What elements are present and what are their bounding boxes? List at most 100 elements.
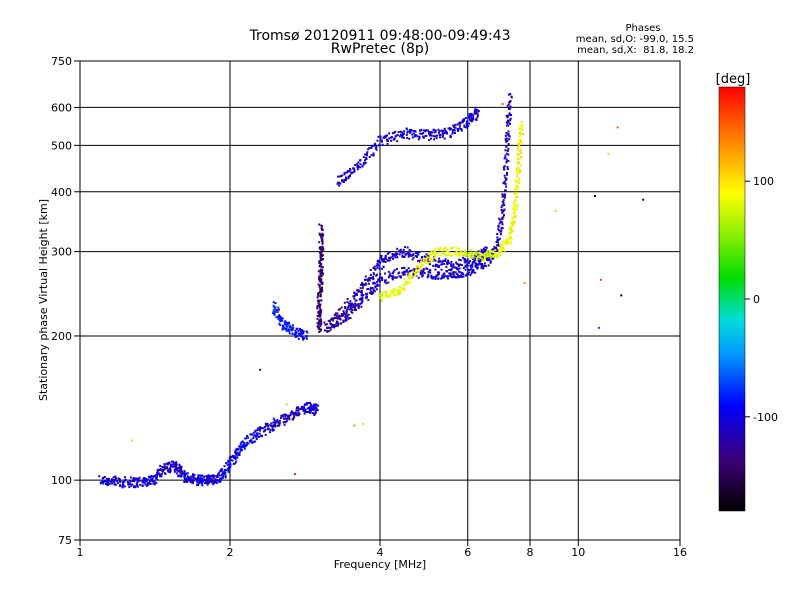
echo-point bbox=[368, 147, 371, 150]
echo-point bbox=[481, 267, 484, 269]
echo-point bbox=[192, 481, 194, 484]
echo-point bbox=[298, 408, 301, 411]
echo-point bbox=[169, 467, 172, 469]
echo-point bbox=[297, 337, 300, 340]
echo-point bbox=[204, 481, 207, 484]
echo-point bbox=[463, 118, 466, 121]
echo-point bbox=[173, 468, 176, 471]
echo-point bbox=[212, 481, 215, 484]
echo-point bbox=[212, 483, 215, 486]
echo-point bbox=[432, 264, 435, 267]
echo-point bbox=[325, 329, 328, 332]
echo-point bbox=[514, 188, 517, 191]
echo-point bbox=[390, 291, 393, 294]
echo-point bbox=[347, 170, 350, 172]
echo-point bbox=[381, 296, 384, 299]
echo-point bbox=[153, 475, 156, 477]
echo-point bbox=[392, 293, 395, 296]
echo-point bbox=[433, 250, 436, 252]
echo-point bbox=[342, 181, 345, 183]
echo-point bbox=[206, 480, 208, 482]
echo-point bbox=[430, 260, 433, 263]
echo-point bbox=[354, 304, 357, 307]
echo-point bbox=[484, 246, 487, 249]
echo-point bbox=[348, 308, 351, 311]
echo-point bbox=[516, 196, 519, 199]
echo-point bbox=[420, 133, 423, 135]
echo-point bbox=[283, 327, 285, 329]
echo-point bbox=[436, 271, 439, 274]
echo-point bbox=[234, 458, 237, 460]
echo-point bbox=[501, 193, 504, 196]
echo-point bbox=[219, 478, 222, 481]
echo-point bbox=[444, 132, 447, 135]
echo-point bbox=[147, 478, 149, 481]
echo-point bbox=[388, 295, 391, 298]
echo-point bbox=[272, 417, 275, 420]
stray-echo-point bbox=[607, 152, 610, 155]
echo-point bbox=[272, 421, 275, 424]
echo-point bbox=[384, 257, 387, 260]
echo-point bbox=[224, 472, 227, 475]
echo-point bbox=[376, 283, 379, 286]
echo-point bbox=[374, 285, 377, 288]
echo-point bbox=[504, 154, 507, 157]
echo-point bbox=[363, 163, 366, 166]
echo-point bbox=[352, 295, 355, 298]
echo-point bbox=[428, 132, 431, 135]
echo-point bbox=[275, 316, 278, 319]
echo-point bbox=[337, 315, 340, 318]
echo-point bbox=[149, 480, 152, 483]
echo-point bbox=[394, 130, 397, 133]
echo-point bbox=[313, 413, 316, 416]
echo-point bbox=[519, 124, 521, 127]
echo-point bbox=[286, 325, 289, 328]
echo-point bbox=[397, 290, 400, 293]
echo-point bbox=[361, 164, 364, 167]
echo-point bbox=[277, 422, 280, 425]
echo-point bbox=[319, 295, 322, 298]
echo-point bbox=[346, 171, 349, 174]
echo-point bbox=[387, 281, 390, 284]
echo-point bbox=[444, 274, 447, 277]
echo-point bbox=[285, 413, 288, 416]
stray-echo-point bbox=[130, 439, 133, 442]
echo-point bbox=[457, 128, 460, 131]
echo-point bbox=[123, 480, 126, 483]
echo-point bbox=[503, 174, 506, 177]
echo-point bbox=[343, 179, 346, 181]
echo-point bbox=[175, 467, 178, 470]
echo-point bbox=[326, 327, 329, 329]
echo-point bbox=[272, 424, 275, 427]
echo-point bbox=[273, 308, 276, 311]
echo-point bbox=[493, 256, 496, 259]
echo-point bbox=[393, 269, 396, 272]
echo-point bbox=[384, 136, 387, 139]
echo-point bbox=[512, 221, 515, 224]
echo-point bbox=[343, 301, 346, 304]
echo-point bbox=[141, 484, 144, 487]
echo-point bbox=[320, 227, 323, 230]
echo-point bbox=[430, 274, 433, 277]
echo-point bbox=[381, 258, 383, 261]
echo-point bbox=[425, 260, 428, 263]
echo-point bbox=[287, 330, 290, 333]
echo-point bbox=[496, 238, 499, 241]
echo-point bbox=[470, 120, 473, 123]
echo-point bbox=[468, 122, 471, 125]
echo-point bbox=[463, 257, 466, 260]
echo-point bbox=[159, 474, 161, 477]
echo-point bbox=[427, 270, 430, 273]
stray-echo-point bbox=[362, 423, 365, 425]
echo-point bbox=[402, 248, 405, 251]
echo-point bbox=[422, 259, 425, 262]
echo-point bbox=[449, 254, 452, 257]
echo-point bbox=[487, 264, 490, 267]
echo-point bbox=[425, 257, 428, 260]
echo-point bbox=[382, 260, 385, 263]
echo-point bbox=[393, 276, 396, 279]
echo-point bbox=[517, 171, 519, 174]
echo-point bbox=[433, 138, 436, 141]
echo-point bbox=[346, 301, 349, 304]
